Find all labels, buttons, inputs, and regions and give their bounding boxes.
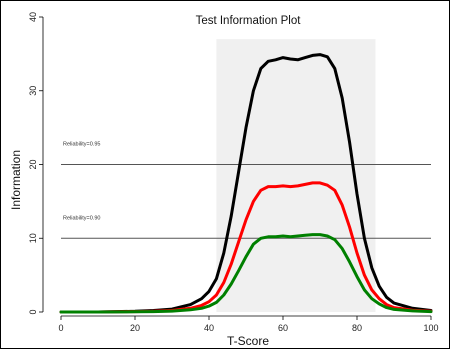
information-curve-1 (59, 181, 433, 314)
x-tick-label: 0 (58, 323, 63, 333)
information-curve-2 (59, 233, 433, 314)
x-axis-label: T-Score (227, 334, 269, 348)
y-tick-label: 20 (28, 159, 38, 169)
x-tick-label: 100 (423, 323, 438, 333)
x-tick-label: 80 (352, 323, 362, 333)
y-tick-label: 0 (28, 309, 38, 314)
shaded-region (216, 39, 376, 312)
x-tick-label: 60 (278, 323, 288, 333)
reliability-label-1: Reliability=0.90 (63, 215, 100, 221)
y-axis-label: Information (9, 150, 23, 210)
y-tick-label: 30 (28, 86, 38, 96)
y-tick-label: 40 (28, 12, 38, 22)
reliability-label-0: Reliability=0.95 (63, 142, 100, 148)
x-tick-label: 20 (130, 323, 140, 333)
information-curve-0 (59, 53, 433, 314)
x-tick-label: 40 (204, 323, 214, 333)
y-tick-label: 10 (28, 233, 38, 243)
chart-title: Test Information Plot (196, 15, 302, 27)
